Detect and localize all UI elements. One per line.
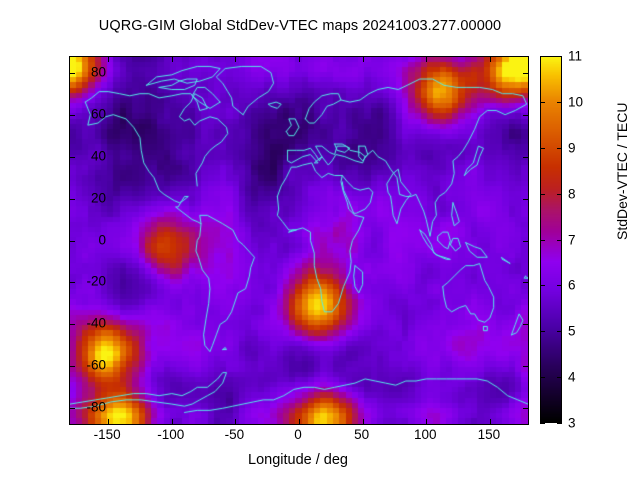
page-title: UQRG-GIM Global StdDev-VTEC maps 2024100… [98,18,502,34]
colorbar-tick-label: 7 [568,232,576,247]
y-tick-label: -40 [86,315,106,331]
y-tick-mark [523,72,528,74]
x-tick-mark [299,419,300,424]
x-tick-mark [299,57,300,62]
y-tick-mark [523,240,528,242]
y-tick-label: 60 [90,106,106,122]
colorbar-tick-mark [557,239,562,241]
x-tick-mark [489,419,491,424]
y-tick-mark [70,366,75,368]
x-tick-mark [108,419,110,424]
colorbar-tick-mark [540,377,545,379]
colorbar-tick-label: 5 [568,323,576,339]
colorbar-tick-label: 6 [568,277,576,293]
y-tick-mark [523,198,528,200]
x-tick-mark [108,57,110,62]
y-tick-mark [523,156,528,158]
y-tick-mark [523,366,528,368]
y-tick-mark [70,408,75,410]
y-tick-mark [70,198,75,200]
x-axis-label: Longitude / deg [248,452,348,468]
y-tick-mark [70,114,75,116]
y-tick-label: -80 [86,399,106,415]
x-tick-mark [426,419,428,424]
y-tick-mark [70,324,75,326]
colorbar-tick-mark [557,423,562,424]
x-tick-mark [362,419,364,424]
colorbar-tick-mark [557,56,562,57]
x-tick-label: 50 [354,427,370,442]
y-tick-mark [523,114,528,116]
colorbar-tick-mark [557,147,562,149]
colorbar-tick-mark [540,56,545,57]
colorbar-tick-mark [557,285,562,287]
colorbar-tick-label: 11 [568,48,583,64]
y-tick-mark [523,324,528,326]
y-tick-label: 20 [90,190,106,206]
x-tick-label: -50 [224,427,245,442]
coastline-overlay-canvas [70,57,528,424]
colorbar-tick-mark [557,193,562,195]
x-tick-label: 150 [477,427,501,442]
x-tick-label: 100 [413,427,437,442]
colorbar-tick-label: 4 [568,369,576,385]
colorbar-tick-mark [557,331,562,333]
colorbar-tick-label: 3 [568,415,576,431]
x-tick-label: 0 [294,427,302,442]
colorbar-tick-mark [540,285,545,287]
colorbar-tick-mark [557,101,562,103]
colorbar-tick-mark [540,101,545,103]
x-tick-mark [235,419,237,424]
y-tick-mark [70,156,75,158]
colorbar-tick-label: 9 [568,140,576,156]
colorbar-tick-label: 10 [568,94,584,110]
x-tick-mark [362,57,364,62]
x-tick-label: -150 [93,427,121,442]
x-tick-mark [171,57,173,62]
x-tick-label: -100 [157,427,185,442]
colorbar-tick-mark [540,193,545,195]
colorbar-label: StdDev-VTEC / TECU [614,102,630,240]
colorbar [540,56,562,424]
colorbar-tick-mark [557,377,562,379]
colorbar-tick-mark [540,331,545,333]
x-tick-mark [171,419,173,424]
y-tick-mark [70,282,75,284]
y-tick-mark [70,240,75,242]
y-tick-mark [70,72,75,74]
y-tick-mark [523,408,528,410]
y-tick-label: 0 [98,232,106,247]
y-tick-label: -60 [86,357,106,373]
y-tick-label: -20 [86,273,106,289]
map-axes [69,56,529,425]
y-tick-mark [523,282,528,284]
x-tick-mark [426,57,428,62]
y-tick-label: 80 [90,64,106,80]
y-tick-label: 40 [90,148,106,164]
colorbar-tick-mark [540,147,545,149]
colorbar-tick-mark [540,423,545,424]
colorbar-tick-mark [540,239,545,241]
x-tick-mark [235,57,237,62]
x-tick-mark [489,57,491,62]
colorbar-tick-label: 8 [568,186,576,202]
